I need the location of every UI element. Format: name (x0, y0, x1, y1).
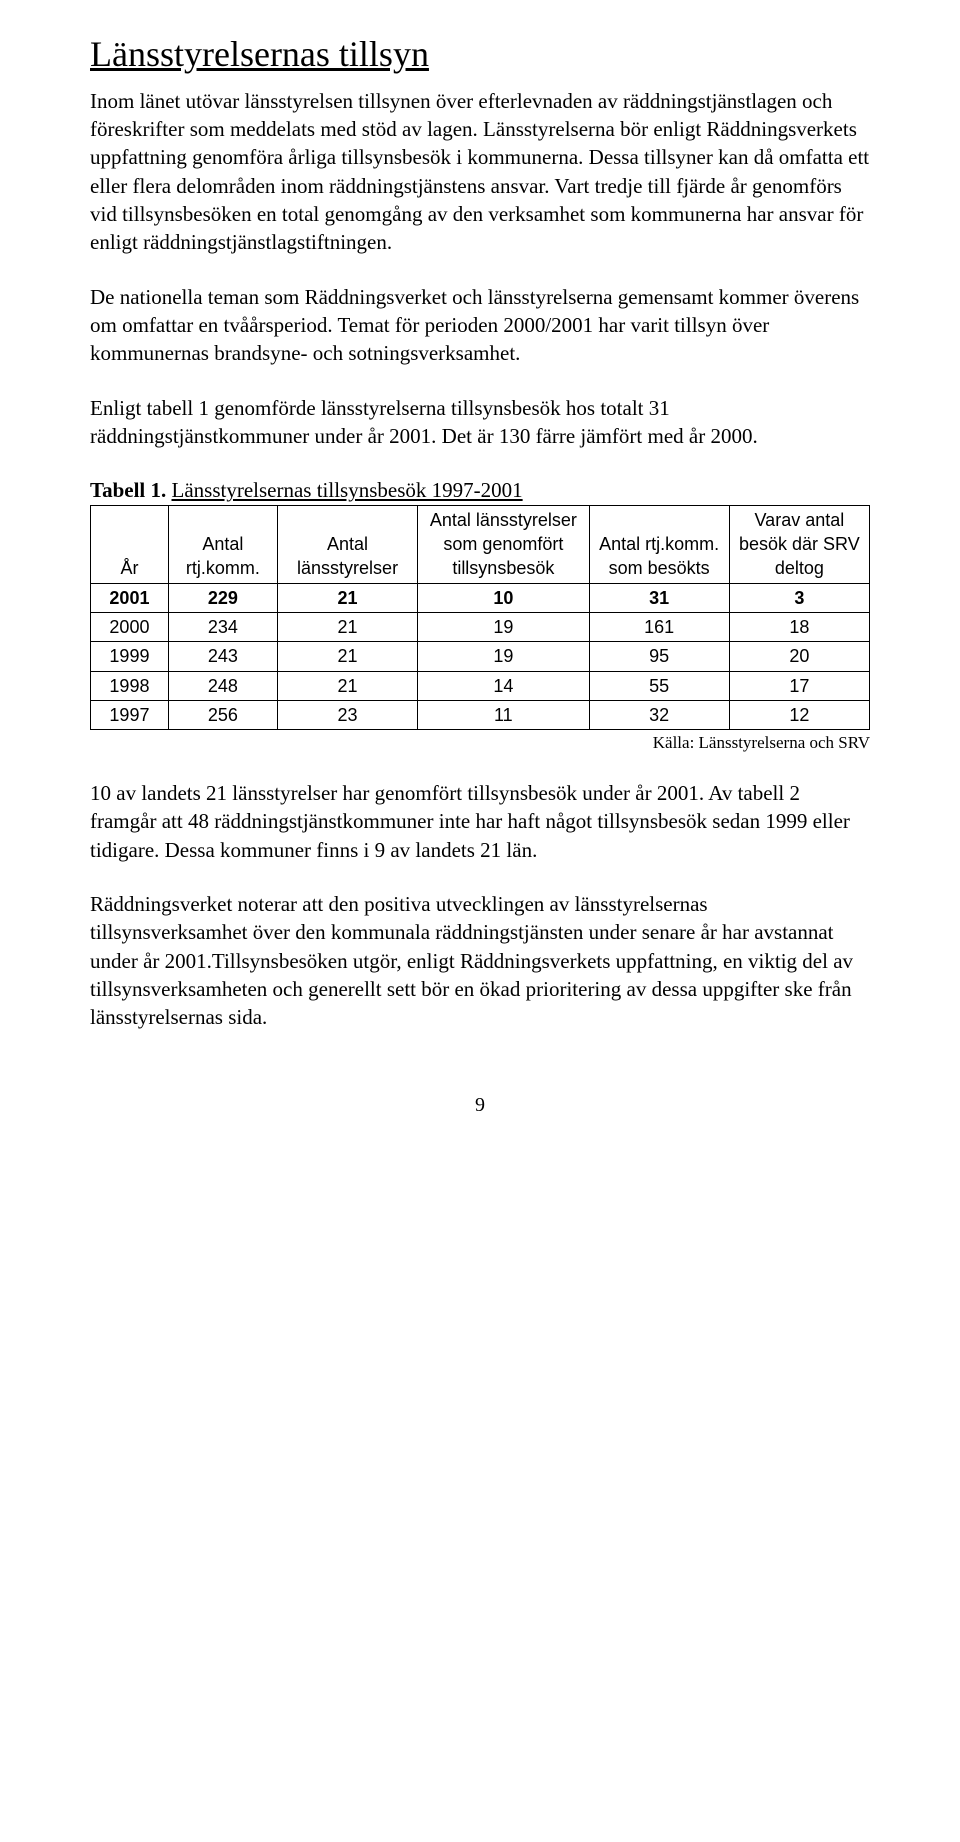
table-row: 2001 229 21 10 31 3 (91, 583, 870, 612)
table-title-text: Länsstyrelsernas tillsynsbesök 1997-2001 (172, 478, 523, 502)
cell: 21 (277, 583, 417, 612)
cell: 31 (589, 583, 729, 612)
cell: 229 (168, 583, 277, 612)
cell: 248 (168, 671, 277, 700)
table-row: 1997 256 23 11 32 12 (91, 700, 870, 729)
cell: 19 (418, 612, 589, 641)
data-table: År Antal rtj.komm. Antal länsstyrelser A… (90, 505, 870, 730)
paragraph-3: Enligt tabell 1 genomförde länsstyrelser… (90, 394, 870, 451)
cell: 23 (277, 700, 417, 729)
cell: 21 (277, 642, 417, 671)
table-row: 1998 248 21 14 55 17 (91, 671, 870, 700)
cell: 20 (729, 642, 869, 671)
header-antal-lans: Antal länsstyrelser (277, 505, 417, 583)
cell: 17 (729, 671, 869, 700)
cell: 10 (418, 583, 589, 612)
cell: 2001 (91, 583, 169, 612)
cell: 18 (729, 612, 869, 641)
table-title: Tabell 1. Länsstyrelsernas tillsynsbesök… (90, 476, 870, 504)
cell: 21 (277, 612, 417, 641)
cell: 1997 (91, 700, 169, 729)
cell: 2000 (91, 612, 169, 641)
cell: 3 (729, 583, 869, 612)
cell: 11 (418, 700, 589, 729)
cell: 19 (418, 642, 589, 671)
paragraph-4: 10 av landets 21 länsstyrelser har genom… (90, 779, 870, 864)
paragraph-5: Räddningsverket noterar att den positiva… (90, 890, 870, 1032)
table-source: Källa: Länsstyrelserna och SRV (90, 732, 870, 755)
header-srv: Varav antal besök där SRV deltog (729, 505, 869, 583)
table-row: 1999 243 21 19 95 20 (91, 642, 870, 671)
cell: 55 (589, 671, 729, 700)
cell: 161 (589, 612, 729, 641)
cell: 12 (729, 700, 869, 729)
header-besokts: Antal rtj.komm. som besökts (589, 505, 729, 583)
cell: 95 (589, 642, 729, 671)
cell: 32 (589, 700, 729, 729)
paragraph-2: De nationella teman som Räddningsverket … (90, 283, 870, 368)
table-header-row: År Antal rtj.komm. Antal länsstyrelser A… (91, 505, 870, 583)
cell: 256 (168, 700, 277, 729)
cell: 21 (277, 671, 417, 700)
cell: 234 (168, 612, 277, 641)
table-label: Tabell 1. (90, 478, 166, 502)
page-number: 9 (90, 1092, 870, 1119)
table-row: 2000 234 21 19 161 18 (91, 612, 870, 641)
header-antal-rtj: Antal rtj.komm. (168, 505, 277, 583)
header-year: År (91, 505, 169, 583)
cell: 1998 (91, 671, 169, 700)
page-heading: Länsstyrelsernas tillsyn (90, 30, 870, 79)
cell: 14 (418, 671, 589, 700)
cell: 1999 (91, 642, 169, 671)
header-genomfort: Antal länsstyrelser som genomfört tillsy… (418, 505, 589, 583)
cell: 243 (168, 642, 277, 671)
paragraph-1: Inom länet utövar länsstyrelsen tillsyne… (90, 87, 870, 257)
